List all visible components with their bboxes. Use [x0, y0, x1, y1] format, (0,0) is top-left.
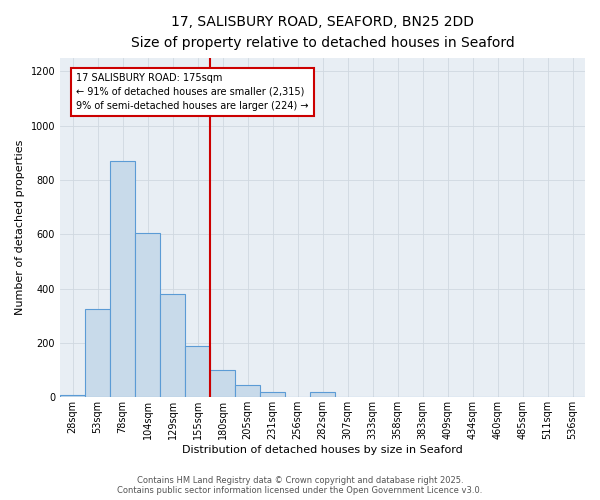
Bar: [160, 294, 185, 398]
X-axis label: Distribution of detached houses by size in Seaford: Distribution of detached houses by size …: [182, 445, 463, 455]
Bar: [210, 370, 235, 398]
Title: 17, SALISBURY ROAD, SEAFORD, BN25 2DD
Size of property relative to detached hous: 17, SALISBURY ROAD, SEAFORD, BN25 2DD Si…: [131, 15, 514, 50]
Text: Contains HM Land Registry data © Crown copyright and database right 2025.
Contai: Contains HM Land Registry data © Crown c…: [118, 476, 482, 495]
Text: 17 SALISBURY ROAD: 175sqm
← 91% of detached houses are smaller (2,315)
9% of sem: 17 SALISBURY ROAD: 175sqm ← 91% of detac…: [76, 72, 309, 110]
Bar: [185, 346, 210, 398]
Bar: [85, 309, 110, 398]
Bar: [235, 385, 260, 398]
Bar: [135, 233, 160, 398]
Bar: [60, 394, 85, 398]
Bar: [260, 392, 285, 398]
Y-axis label: Number of detached properties: Number of detached properties: [15, 140, 25, 315]
Bar: [310, 392, 335, 398]
Bar: [110, 161, 135, 398]
